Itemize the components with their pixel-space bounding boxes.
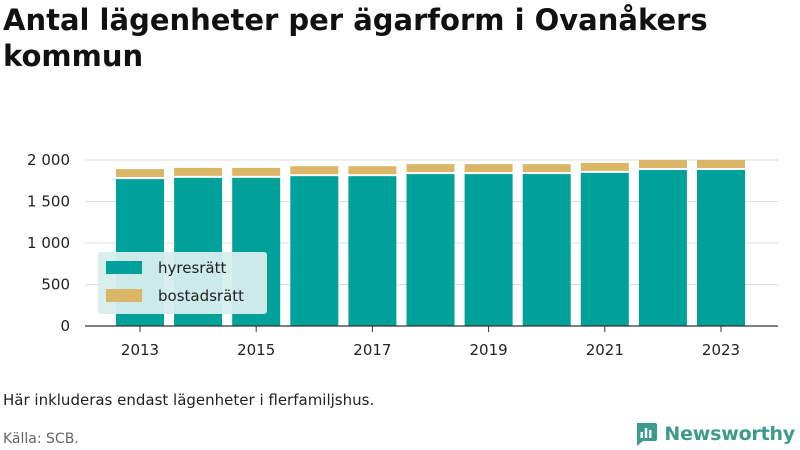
- x-tick-label: 2015: [237, 341, 275, 359]
- bar-hyresratt: [348, 176, 397, 326]
- bar-bostadsratt: [232, 167, 281, 176]
- y-tick-label: 2 000: [27, 151, 70, 169]
- brand-logo[interactable]: Newsworthy: [634, 421, 795, 447]
- bar-bostadsratt: [638, 160, 687, 168]
- chart-title: Antal lägenheter per ägarform i Ovanåker…: [3, 3, 708, 73]
- chart-note: Här inkluderas endast lägenheter i flerf…: [3, 391, 375, 409]
- bar-hyresratt: [638, 169, 687, 326]
- x-axis: 2013 2015 2017 2019 2021 2023: [85, 325, 778, 359]
- x-tick-label: 2017: [353, 341, 391, 359]
- bar-bostadsratt: [464, 164, 513, 173]
- legend-swatch: [106, 289, 142, 302]
- y-tick-label: 500: [41, 276, 70, 294]
- x-tick-label: 2023: [702, 341, 740, 359]
- bar-bostadsratt: [290, 166, 339, 175]
- legend-label: bostadsrätt: [158, 287, 244, 305]
- legend-swatch: [106, 261, 142, 274]
- bar-hyresratt: [464, 174, 513, 326]
- bar-bostadsratt: [406, 164, 455, 173]
- legend: hyresrätt bostadsrätt: [98, 252, 267, 314]
- bar-hyresratt: [522, 174, 571, 326]
- x-tick-label: 2021: [586, 341, 624, 359]
- x-tick-label: 2019: [470, 341, 508, 359]
- bar-bostadsratt: [580, 162, 629, 171]
- y-tick-label: 1 000: [27, 234, 70, 252]
- bar-bostadsratt: [174, 167, 223, 176]
- bar-hyresratt: [580, 172, 629, 326]
- bar-hyresratt: [406, 174, 455, 326]
- bar-bostadsratt: [116, 169, 164, 178]
- bar-bostadsratt: [697, 160, 745, 168]
- bar-bostadsratt: [522, 164, 571, 173]
- y-tick-label: 1 500: [27, 193, 70, 211]
- bar-hyresratt: [290, 176, 339, 326]
- legend-label: hyresrätt: [158, 259, 227, 277]
- y-axis: 0 500 1 000 1 500 2 000: [27, 151, 70, 335]
- bar-bostadsratt: [348, 166, 397, 175]
- bar-hyresratt: [697, 169, 745, 326]
- source-label: Källa: SCB.: [3, 431, 79, 447]
- brand-name: Newsworthy: [664, 423, 795, 445]
- newsworthy-logo-icon: [637, 423, 658, 446]
- x-tick-label: 2013: [121, 341, 159, 359]
- y-tick-label: 0: [60, 317, 70, 335]
